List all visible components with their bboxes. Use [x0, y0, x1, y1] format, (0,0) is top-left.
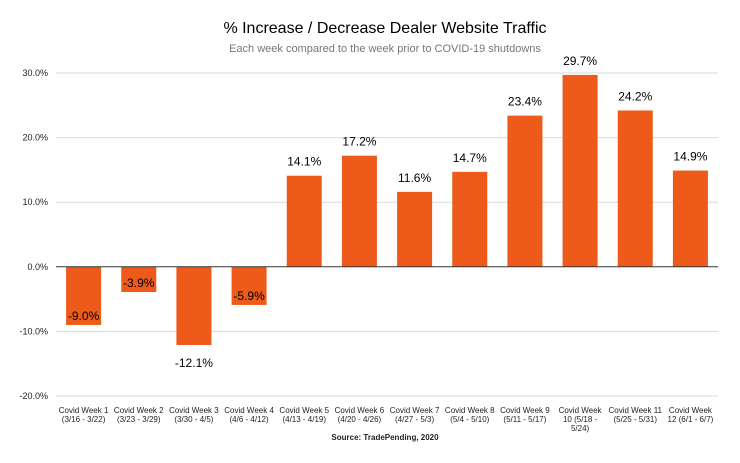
y-tick-label: 20.0%	[22, 133, 48, 143]
x-tick-label-line: Covid Week 2	[114, 406, 164, 415]
data-label: 17.2%	[342, 135, 376, 149]
bar	[231, 266, 267, 305]
x-tick-label: Covid Week 5(4/13 - 4/19)	[279, 406, 329, 424]
x-tick-label-line: (4/6 - 4/12)	[230, 415, 269, 424]
bar	[562, 74, 598, 267]
data-label: -5.9%	[233, 289, 265, 303]
x-tick-label-line: 5/24)	[571, 424, 590, 433]
x-tick-label: Covid Week 11(5/25 - 5/31)	[608, 406, 662, 424]
data-label: 14.7%	[453, 151, 487, 165]
bar	[66, 266, 102, 325]
x-tick-label-line: Covid Week 1	[59, 406, 109, 415]
x-tick-label-line: (5/25 - 5/31)	[613, 415, 657, 424]
y-tick-label: -10.0%	[19, 326, 48, 336]
bars	[66, 74, 708, 345]
chart-subtitle: Each week compared to the week prior to …	[229, 43, 541, 55]
data-label: 14.1%	[287, 155, 321, 169]
data-label: -9.0%	[68, 309, 100, 323]
bar	[397, 191, 433, 267]
y-tick-label: 10.0%	[22, 197, 48, 207]
x-axis-ticks: Covid Week 1(3/16 - 3/22)Covid Week 2(3/…	[59, 406, 714, 433]
x-tick-label: Covid Week 9(5/11 - 5/17)	[500, 406, 550, 424]
x-tick-label-line: Covid Week 8	[445, 406, 495, 415]
x-tick-label: Covid Week 1(3/16 - 3/22)	[59, 406, 109, 424]
data-label: -12.1%	[175, 356, 213, 370]
x-tick-label-line: 12 (6/1 - 6/7)	[668, 415, 714, 424]
x-tick-label-line: (3/16 - 3/22)	[62, 415, 106, 424]
y-tick-label: 0.0%	[27, 262, 48, 272]
bar	[286, 175, 322, 267]
y-axis-ticks: 30.0% 20.0% 10.0% 0.0% -10.0% -20.0%	[19, 68, 48, 401]
x-tick-label: Covid Week 4(4/6 - 4/12)	[224, 406, 274, 424]
x-tick-label-line: Covid Week 7	[390, 406, 440, 415]
x-tick-label-line: Covid Week 4	[224, 406, 274, 415]
x-tick-label-line: (4/13 - 4/19)	[282, 415, 326, 424]
x-tick-label-line: Covid Week 11	[608, 406, 662, 415]
x-tick-label-line: Covid Week	[559, 406, 603, 415]
source-note: Source: TradePending, 2020	[331, 433, 439, 442]
x-tick-label-line: Covid Week 5	[279, 406, 329, 415]
x-tick-label-line: 10 (5/18 -	[563, 415, 598, 424]
x-tick-label: Covid Week 2(3/23 - 3/29)	[114, 406, 164, 424]
x-tick-label: Covid Week 8(5/4 - 5/10)	[445, 406, 495, 424]
x-tick-label-line: Covid Week 3	[169, 406, 219, 415]
bar	[507, 115, 543, 267]
x-tick-label-line: Covid Week	[669, 406, 713, 415]
bar	[121, 266, 157, 292]
data-labels: -9.0% -3.9% -12.1% -5.9% 14.1% 17.2% 11.6% 14.7…	[68, 54, 708, 370]
data-label: -3.9%	[123, 276, 155, 290]
bar	[452, 171, 488, 267]
x-tick-label-line: (4/20 - 4/26)	[338, 415, 382, 424]
data-label: 14.9%	[673, 150, 707, 164]
bar	[176, 266, 212, 345]
x-tick-label-line: (4/27 - 5/3)	[395, 415, 434, 424]
chart-title: % Increase / Decrease Dealer Website Tra…	[223, 20, 546, 37]
x-tick-label-line: (5/4 - 5/10)	[450, 415, 489, 424]
data-label: 24.2%	[618, 89, 652, 103]
bar	[341, 155, 377, 267]
data-label: 23.4%	[508, 95, 542, 109]
x-tick-label: Covid Week 6(4/20 - 4/26)	[335, 406, 385, 424]
bar	[672, 170, 708, 267]
x-tick-label-line: (3/30 - 4/5)	[174, 415, 213, 424]
x-tick-label: Covid Week 3(3/30 - 4/5)	[169, 406, 219, 424]
x-tick-label-line: (3/23 - 3/29)	[117, 415, 161, 424]
data-label: 11.6%	[398, 171, 431, 185]
y-tick-label: -20.0%	[19, 391, 48, 401]
x-tick-label-line: Covid Week 9	[500, 406, 550, 415]
y-tick-label: 30.0%	[22, 68, 48, 78]
bar	[617, 110, 653, 267]
data-label: 29.7%	[563, 54, 597, 68]
x-tick-label-line: Covid Week 6	[335, 406, 385, 415]
gridlines	[56, 72, 718, 397]
x-tick-label: Covid Week 7(4/27 - 5/3)	[390, 406, 440, 424]
x-tick-label-line: (5/11 - 5/17)	[503, 415, 546, 424]
